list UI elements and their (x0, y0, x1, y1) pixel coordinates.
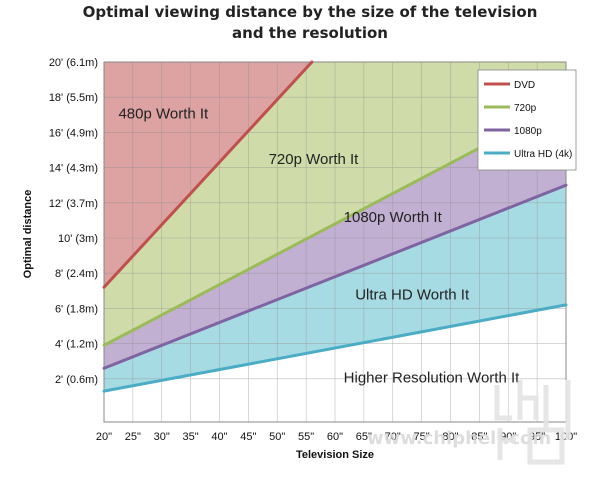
x-tick-label: 20" (96, 431, 112, 443)
watermark: www.chiphell.com (367, 380, 571, 465)
line-dvd (102, 60, 314, 289)
x-tick-label: 80" (442, 431, 458, 443)
region-label: Higher Resolution Worth It (344, 369, 520, 386)
x-tick-label: 35" (183, 431, 199, 443)
line-1080p (102, 183, 568, 370)
legend-label: 720p (514, 103, 537, 114)
x-tick-label: 85" (471, 431, 487, 443)
x-tick-label: 95" (529, 431, 545, 443)
x-tick-label: 50" (269, 431, 285, 443)
y-tick-label: 18' (5.5m) (49, 92, 98, 104)
x-tick-label: 70" (385, 431, 401, 443)
region-label: 480p Worth It (118, 105, 209, 122)
x-axis-label: Television Size (296, 449, 374, 461)
watermark-logo (494, 380, 571, 465)
legend-label: 1080p (514, 126, 542, 137)
chart-title-line-1: Optimal viewing distance by the size of … (83, 3, 538, 21)
y-tick-label: 8' (2.4m) (55, 268, 98, 280)
y-tick-label: 4' (1.2m) (55, 339, 98, 351)
y-tick-label: 16' (4.9m) (49, 127, 98, 139)
y-tick-label: 14' (4.3m) (49, 163, 98, 175)
x-tick-label: 30" (154, 431, 170, 443)
watermark-text: www.chiphell.com (367, 428, 551, 449)
x-tick-label: 40" (211, 431, 227, 443)
x-tick-label: 75" (414, 431, 430, 443)
y-tick-label: 10' (3m) (58, 233, 98, 245)
region-label: Ultra HD Worth It (355, 287, 470, 304)
x-tick-label: 65" (356, 431, 372, 443)
plot-border (103, 61, 567, 423)
y-tick-label: 20' (6.1m) (49, 57, 98, 69)
region-label: 1080p Worth It (344, 209, 443, 226)
x-tick-label: 55" (298, 431, 314, 443)
y-axis-ticks: 2' (0.6m) 4' (1.2m) 6' (1.8m) 8' (2.4m) 10' … (49, 57, 98, 386)
legend-label: DVD (514, 80, 535, 91)
y-tick-label: 6' (1.8m) (55, 303, 98, 315)
line-ultra-hd (102, 303, 568, 393)
x-tick-label: 25" (125, 431, 141, 443)
legend-label: Ultra HD (4k) (514, 149, 572, 160)
x-tick-label: 60" (327, 431, 343, 443)
y-axis-label: Optimal distance (22, 190, 34, 279)
region-label: 720p Worth It (269, 151, 360, 168)
legend: DVD 720p 1080p Ultra HD (4k) (477, 69, 577, 171)
x-tick-label: 45" (240, 431, 256, 443)
chart-title-line-2: and the resolution (232, 24, 388, 42)
y-tick-label: 2' (0.6m) (55, 374, 98, 386)
y-tick-label: 12' (3.7m) (49, 198, 98, 210)
